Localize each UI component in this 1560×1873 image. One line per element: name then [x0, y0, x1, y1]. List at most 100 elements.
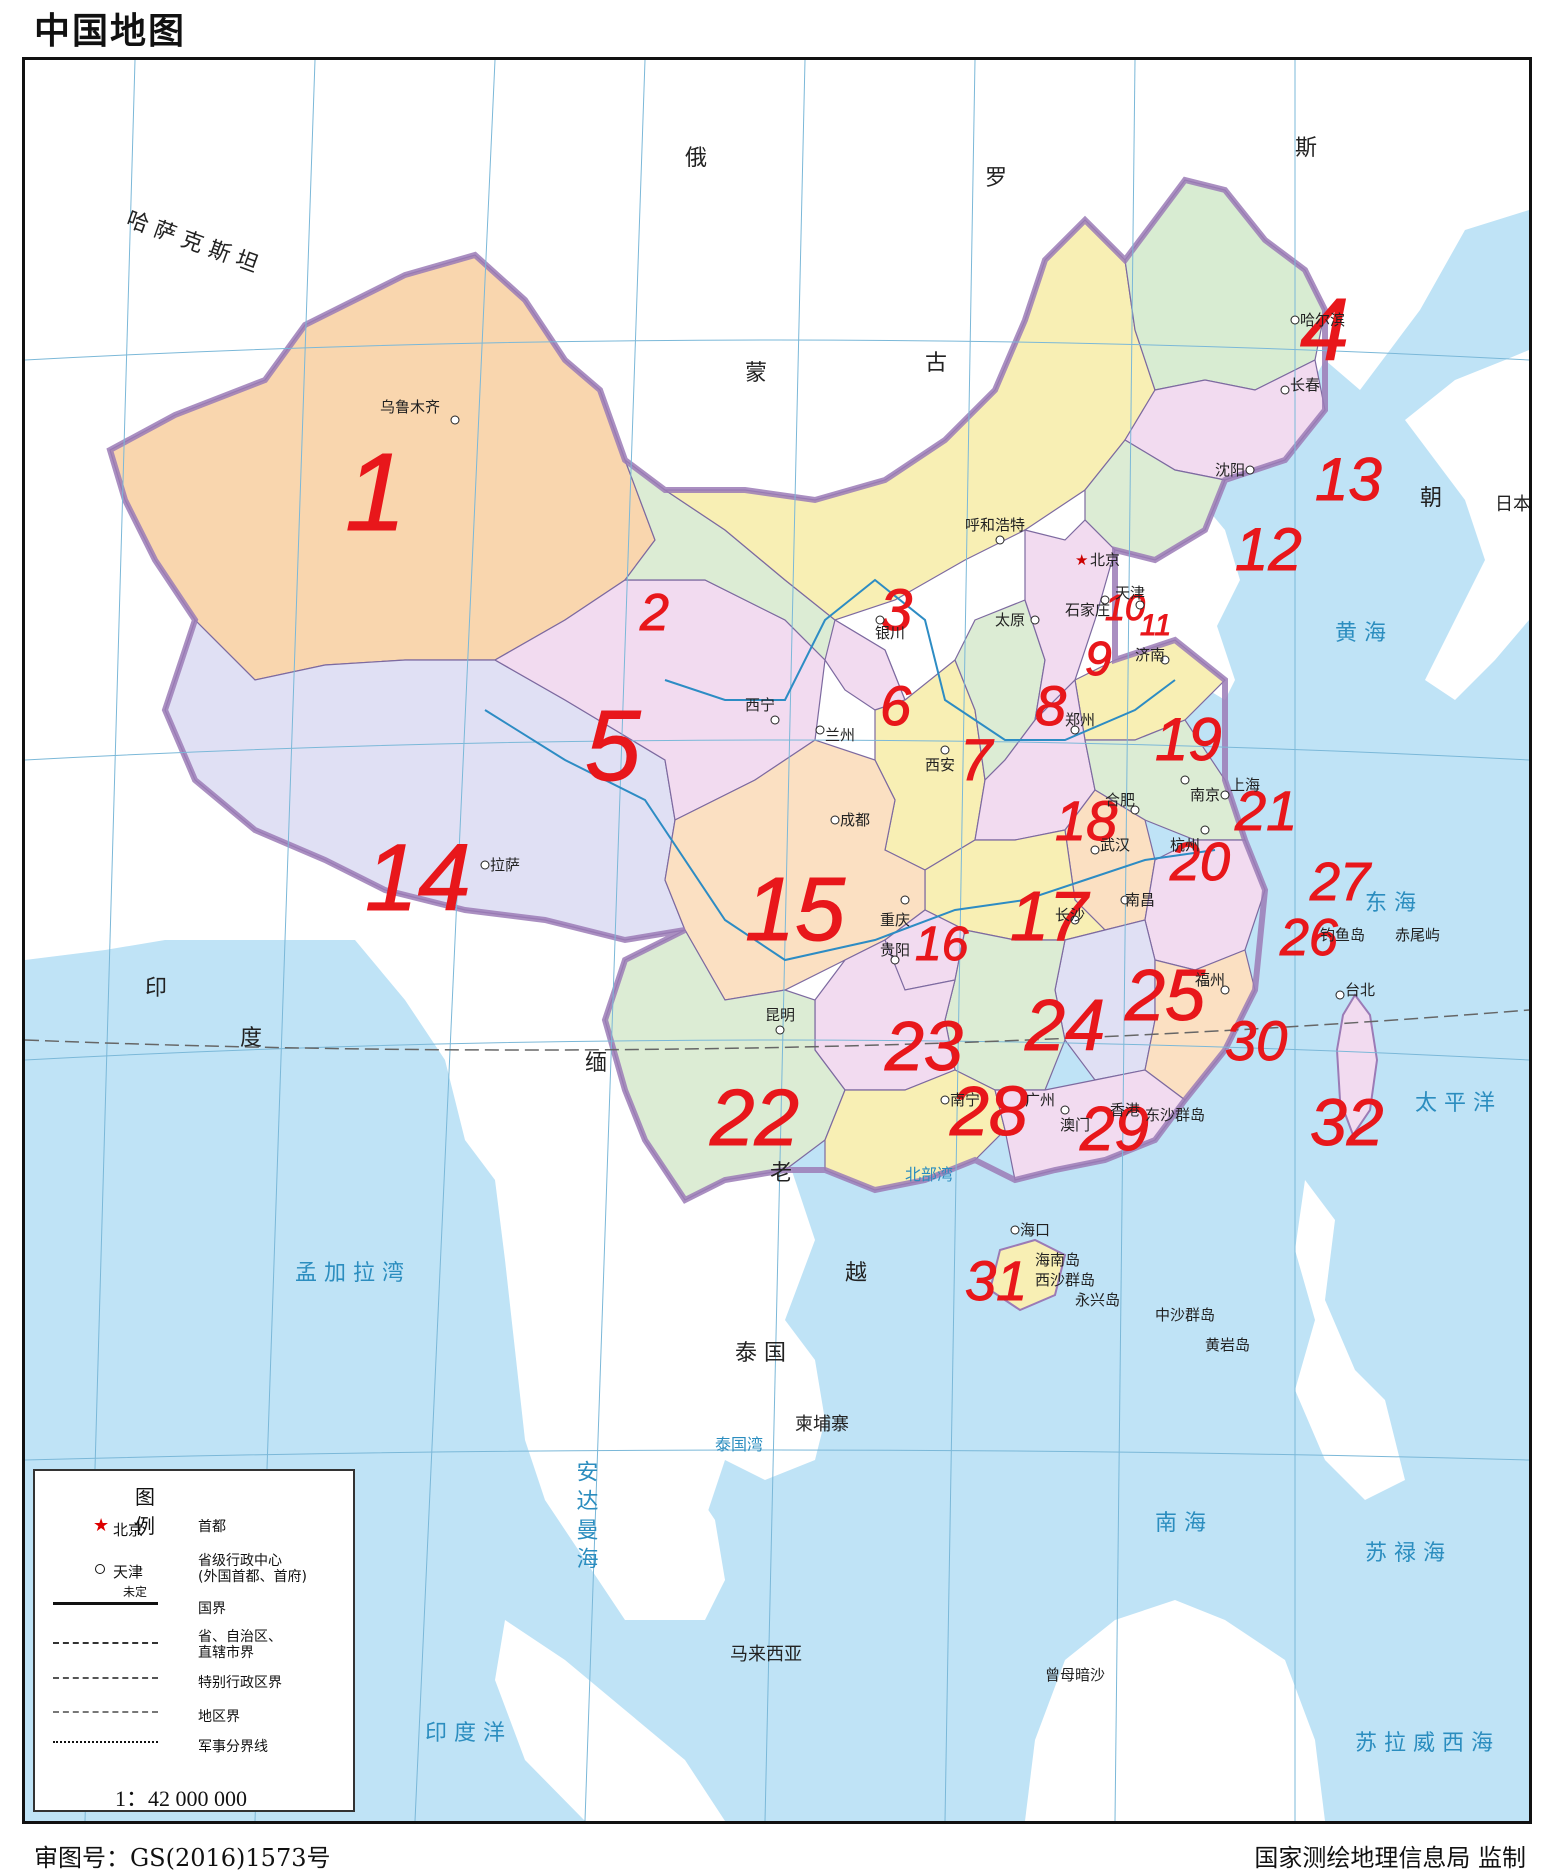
legend-border-desc: 国界: [198, 1600, 226, 1617]
label-mongolia-2: 古: [925, 351, 947, 376]
label-myanmar: 缅: [585, 1051, 607, 1076]
label-zhongsha: 中沙群岛: [1155, 1306, 1215, 1324]
taiwan-shape: [1335, 993, 1379, 1138]
annot-5: 5: [585, 690, 641, 802]
annot-20: 20: [1169, 832, 1230, 892]
label-korea: 朝: [1420, 486, 1442, 511]
label-diaoyu: 钓鱼岛: [1320, 926, 1365, 944]
legend-row-province: 省、自治区、 直辖市界: [53, 1629, 282, 1661]
label-hainan: 海南岛: [1035, 1251, 1080, 1269]
label-beibu: 北部湾: [905, 1165, 953, 1184]
label-guiyang: 贵阳: [880, 941, 910, 959]
label-huangyan: 黄岩岛: [1205, 1336, 1250, 1354]
label-taiyuan: 太原: [995, 611, 1025, 629]
label-shanghai: 上海: [1230, 776, 1260, 794]
label-japan: 日本海: [1495, 494, 1529, 515]
label-changchun: 长春: [1290, 376, 1320, 394]
label-taipei: 台北: [1345, 981, 1375, 999]
annot-24: 24: [1024, 986, 1105, 1066]
annot-3: 3: [880, 578, 912, 643]
label-lhasa: 拉萨: [490, 856, 520, 874]
label-india-1: 印: [145, 976, 167, 1001]
sea-labels: 黄 海 东 海 南 海 太 平 洋 孟 加 拉 湾 安 达 曼 海 泰国湾 北部…: [295, 621, 1495, 1756]
annot-18: 18: [1055, 789, 1117, 852]
annot-6: 6: [880, 674, 912, 737]
label-sulu: 苏 禄 海: [1365, 1541, 1445, 1566]
label-russia-1: 俄: [685, 146, 707, 171]
philippines-land: [1295, 1180, 1405, 1500]
label-nanjing: 南京: [1190, 786, 1220, 804]
label-cambodia: 柬埔寨: [795, 1414, 849, 1435]
label-haikou: 海口: [1020, 1221, 1050, 1239]
label-bay-bengal: 孟 加 拉 湾: [295, 1261, 404, 1286]
annot-9: 9: [1085, 633, 1112, 686]
legend-undetermined: 未定: [123, 1585, 148, 1599]
label-jinan: 济南: [1135, 646, 1165, 664]
annot-4: 4: [1300, 280, 1349, 379]
china-border: [106, 176, 1328, 1204]
annot-27: 27: [1309, 852, 1372, 912]
annot-25: 25: [1124, 956, 1206, 1036]
legend-military-desc: 军事分界线: [198, 1739, 268, 1755]
approval-number: 审图号：GS(2016)1573号: [34, 1844, 331, 1872]
map-legend: 图 例 ★ 北京 首都 天津 省级行政中心 (外国首都、首府) 未定 国界 省、自…: [33, 1469, 355, 1812]
label-xian: 西安: [925, 756, 955, 774]
province-hebei: [1024, 519, 1116, 722]
svg-text:北京: 北京: [1090, 551, 1120, 569]
label-yellow-sea: 黄 海: [1335, 621, 1386, 646]
borneo-land: [1025, 1600, 1325, 1821]
label-vietnam: 越: [845, 1261, 867, 1286]
label-beijing: ★: [1075, 551, 1088, 569]
legend-sar-desc: 特别行政区界: [198, 1675, 282, 1691]
label-hongkong: 香港: [1110, 1101, 1140, 1119]
label-malaysia: 马来西亚: [730, 1644, 802, 1665]
label-xining: 西宁: [745, 696, 775, 714]
label-changsha: 长沙: [1055, 906, 1085, 924]
annot-14: 14: [365, 825, 471, 931]
star-icon: ★: [93, 1515, 110, 1536]
annot-28: 28: [949, 1072, 1028, 1150]
legend-row-capital: ★ 北京 首都: [53, 1515, 226, 1539]
annot-19: 19: [1155, 706, 1222, 773]
yellow-river: [664, 578, 1176, 741]
label-dongsha: 东沙群岛: [1145, 1106, 1205, 1124]
annot-29: 29: [1079, 1095, 1149, 1164]
japan-land: [1405, 350, 1529, 700]
annot-2: 2: [639, 584, 669, 642]
legend-row-military: 军事分界线: [53, 1735, 268, 1759]
label-wuhan: 武汉: [1100, 836, 1130, 854]
label-laos: 老: [770, 1161, 792, 1186]
yangtze-river: [484, 709, 1216, 962]
legend-row-border: 未定 国界: [53, 1585, 226, 1621]
legend-prov-desc2: 直辖市界: [198, 1645, 254, 1661]
legend-row-sar: 特别行政区界: [53, 1671, 282, 1695]
label-hefei: 合肥: [1105, 791, 1135, 809]
southeast-asia-land: [585, 1190, 825, 1620]
label-shenyang: 沈阳: [1215, 461, 1245, 479]
annot-32: 32: [1310, 1085, 1383, 1159]
annot-13: 13: [1315, 446, 1382, 513]
legend-title: 图 例: [135, 1485, 215, 1538]
label-indian-ocean: 印 度 洋: [425, 1721, 505, 1746]
label-thailand: 泰 国: [735, 1341, 786, 1366]
china-map[interactable]: 1 2 3 4 5 6 7 8 9 10 11 12 13 14 15 16 1…: [25, 60, 1529, 1821]
graticule: [25, 60, 1529, 1821]
province-qinghai: [493, 579, 826, 821]
label-east-sea: 东 海: [1365, 891, 1416, 916]
legend-row-center: 天津 省级行政中心 (外国首都、首府): [53, 1553, 307, 1585]
annot-11: 11: [1140, 609, 1171, 642]
label-russia-2: 罗: [985, 166, 1007, 191]
label-mongolia-1: 蒙: [745, 361, 767, 386]
annot-17: 17: [1010, 877, 1091, 955]
label-urumqi: 乌鲁木齐: [380, 398, 440, 416]
annot-21: 21: [1234, 779, 1297, 842]
annot-22: 22: [709, 1073, 799, 1162]
label-guangzhou: 广州: [1025, 1091, 1055, 1109]
annot-31: 31: [965, 1249, 1027, 1312]
circle-icon: [95, 1564, 105, 1574]
label-tianjin: 天津: [1115, 584, 1145, 602]
annot-16: 16: [915, 918, 969, 971]
label-russia-3: 斯: [1295, 136, 1317, 161]
legend-district-desc: 地区界: [198, 1709, 240, 1725]
label-zengmu: 曾母暗沙: [1045, 1666, 1105, 1684]
